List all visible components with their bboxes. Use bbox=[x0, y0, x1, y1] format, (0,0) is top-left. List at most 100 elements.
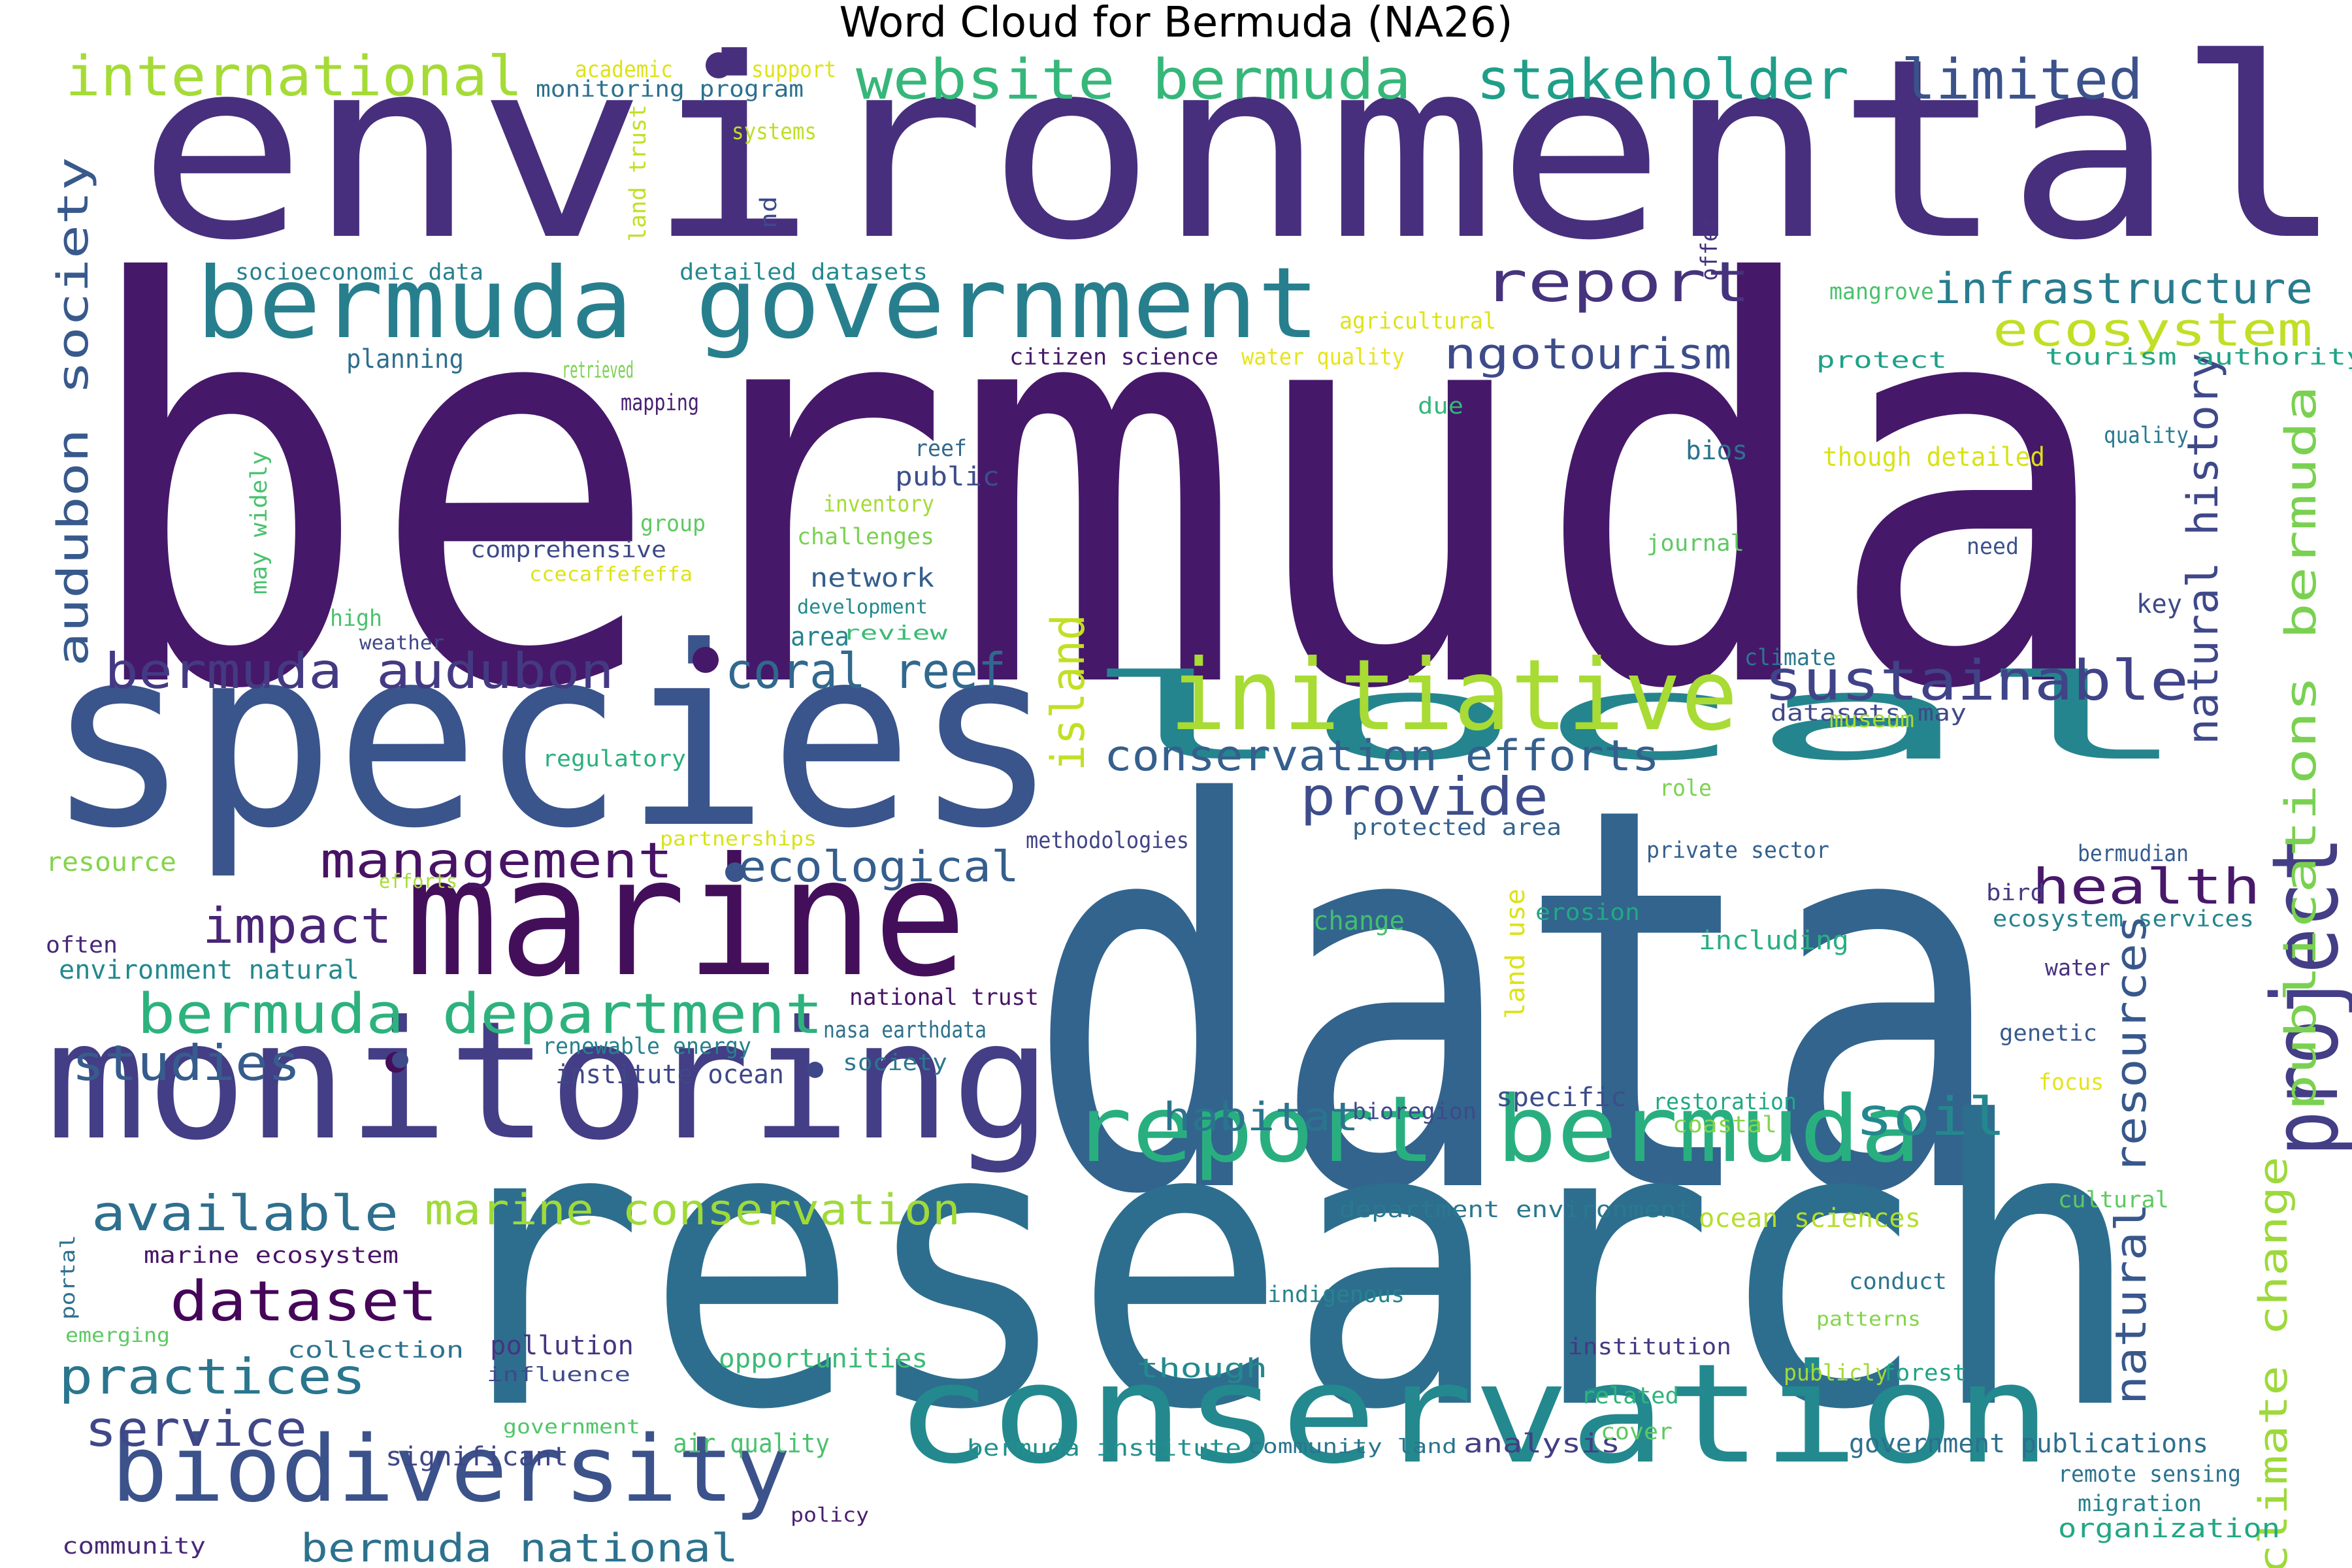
word-dataset: dataset bbox=[170, 1269, 438, 1334]
word-natural-resources: natural resources bbox=[2107, 915, 2156, 1405]
word-systems: systems bbox=[732, 119, 817, 145]
word-network: network bbox=[810, 563, 934, 593]
word-habitat: habitat bbox=[1163, 1094, 1359, 1140]
word-emerging: emerging bbox=[65, 1324, 170, 1347]
word-coastal: coastal bbox=[1673, 1112, 1777, 1138]
word-data: data bbox=[1026, 694, 2006, 1311]
word-publications-bermuda: publications bermuda bbox=[2277, 385, 2326, 1111]
word-provide: provide bbox=[1300, 766, 1548, 827]
word-water-quality: water quality bbox=[1241, 344, 1405, 370]
word-audubon-society: audubon society bbox=[49, 157, 98, 667]
word-society: society bbox=[843, 1050, 947, 1076]
word-mapping: mapping bbox=[621, 390, 699, 416]
word-government: government bbox=[503, 1416, 640, 1439]
word-publicly: publicly bbox=[1784, 1360, 1888, 1386]
word-bermuda-department: bermuda department bbox=[137, 982, 823, 1047]
word-policy: policy bbox=[791, 1504, 869, 1527]
word-genetic: genetic bbox=[1999, 1021, 2097, 1047]
word-nasa-earthdata: nasa earthdata bbox=[823, 1017, 987, 1043]
word-government-publications: government publications bbox=[1849, 1429, 2208, 1459]
word-national-trust: national trust bbox=[849, 985, 1039, 1011]
word-reef: reef bbox=[915, 436, 967, 462]
word-stakeholder: stakeholder bbox=[1477, 48, 1849, 112]
word-may-widely: may widely bbox=[246, 451, 272, 595]
word-ngo: ngo bbox=[1444, 330, 1542, 379]
word-private-sector: private sector bbox=[1646, 838, 1829, 864]
word-related: related bbox=[1581, 1383, 1679, 1409]
word-though-detailed: though detailed bbox=[1823, 442, 2045, 472]
word-health: health bbox=[2032, 858, 2261, 915]
word-indigenous: indigenous bbox=[1267, 1282, 1405, 1308]
word-environmental: environmental bbox=[137, 5, 2345, 295]
word-service: service bbox=[85, 1400, 308, 1458]
word-limited: limited bbox=[1901, 48, 2143, 112]
word-ecosystem-services: ecosystem services bbox=[1993, 906, 2254, 932]
word-bermuda-government: bermuda government bbox=[196, 247, 1320, 361]
word-nd: nd bbox=[756, 196, 782, 229]
word-institute-ocean: institute ocean bbox=[555, 1060, 784, 1090]
word-bermudian: bermudian bbox=[2078, 841, 2189, 867]
word-climate: climate bbox=[1744, 645, 1836, 671]
word-environment-natural: environment natural bbox=[59, 955, 359, 985]
word-coral-reef: coral reef bbox=[725, 642, 1006, 700]
word-research: research bbox=[431, 1039, 2143, 1495]
word-international: international bbox=[65, 44, 523, 109]
word-portal: portal bbox=[57, 1235, 80, 1320]
word-detailed-datasets: detailed datasets bbox=[679, 259, 928, 286]
word-practices: practices bbox=[59, 1348, 366, 1405]
word-efforts: efforts bbox=[379, 870, 457, 893]
word-restoration: restoration bbox=[1653, 1089, 1797, 1115]
word-ecological: ecological bbox=[738, 843, 1019, 892]
word-community: community bbox=[62, 1533, 206, 1560]
word-journal: journal bbox=[1646, 531, 1744, 557]
word-forest: forest bbox=[1882, 1360, 1967, 1386]
word-bermuda-institute: bermuda institute bbox=[967, 1435, 1241, 1462]
word-inventory: inventory bbox=[823, 491, 934, 517]
word-impact: impact bbox=[203, 897, 392, 955]
word-challenges: challenges bbox=[797, 524, 934, 550]
word-review: review bbox=[843, 622, 947, 645]
word-citizen-science: citizen science bbox=[1009, 344, 1218, 370]
word-dot bbox=[392, 1052, 408, 1068]
word-dot bbox=[706, 52, 732, 78]
word-dot bbox=[693, 647, 719, 673]
word-soil: soil bbox=[1855, 1086, 2006, 1147]
word-opportunities: opportunities bbox=[719, 1344, 928, 1374]
word-ocean-sciences: ocean sciences bbox=[1699, 1203, 1921, 1233]
word-though: though bbox=[1137, 1354, 1267, 1384]
word-public: public bbox=[895, 462, 1000, 492]
word-significant: significant bbox=[385, 1442, 568, 1472]
word-bios: bios bbox=[1686, 436, 1748, 466]
word-community-land: community land bbox=[1248, 1435, 1457, 1458]
word-regulatory: regulatory bbox=[542, 746, 686, 772]
word-studies: studies bbox=[72, 1034, 301, 1092]
word-climate-change: climate change bbox=[2251, 1156, 2296, 1568]
chart-title: Word Cloud for Bermuda (NA26) bbox=[839, 0, 1513, 47]
word-bermuda-national: bermuda national bbox=[301, 1526, 738, 1568]
word-island: island bbox=[1041, 614, 1095, 771]
word-tourism: tourism bbox=[1542, 330, 1731, 379]
word-organization: organization bbox=[2058, 1514, 2280, 1544]
word-monitoring: monitoring bbox=[46, 986, 1052, 1176]
word-academic: academic bbox=[575, 57, 673, 83]
word-patterns: patterns bbox=[1816, 1308, 1921, 1331]
word-conservation: conservation bbox=[895, 1334, 2051, 1494]
word-quality: quality bbox=[2104, 423, 2189, 449]
word-conduct: conduct bbox=[1849, 1269, 1947, 1295]
word-dot bbox=[807, 1062, 823, 1078]
word-group: group bbox=[640, 511, 706, 537]
word-tourism-authority: tourism authority bbox=[2045, 344, 2352, 370]
word-marine-conservation: marine conservation bbox=[425, 1186, 960, 1235]
word-bermuda-audubon: bermuda audubon bbox=[105, 642, 614, 700]
word-bermuda: bermuda bbox=[78, 171, 2117, 809]
word-museum: museum bbox=[1829, 707, 1914, 733]
word-land-use: land use bbox=[1501, 889, 1531, 1019]
word-local: local bbox=[1078, 650, 2195, 787]
word-methodologies: methodologies bbox=[1026, 828, 1189, 854]
word-change: change bbox=[1313, 906, 1405, 936]
word-specific: specific bbox=[1496, 1083, 1627, 1113]
word-development: development bbox=[797, 596, 928, 619]
word-marine-ecosystem: marine ecosystem bbox=[144, 1243, 399, 1269]
word-planning: planning bbox=[346, 344, 464, 374]
